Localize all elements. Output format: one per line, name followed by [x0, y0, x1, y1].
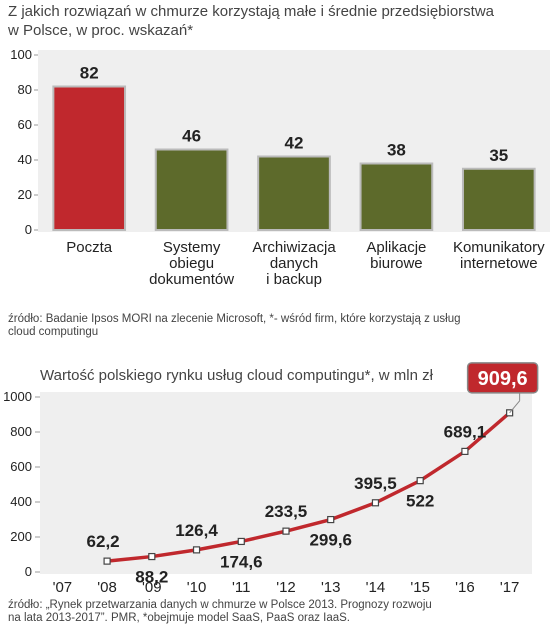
value-label: 233,5: [265, 502, 308, 521]
marker: [461, 447, 469, 456]
bar: [461, 167, 536, 231]
y-tick-label: 400: [10, 494, 32, 509]
value-label: 689,1: [444, 422, 487, 441]
x-tick-label: Archiwizacja danych i backup: [252, 239, 336, 288]
source: źródło: Badanie Ipsos MORI na zlecenie M…: [8, 313, 461, 338]
y-tick-label: 80: [18, 82, 32, 97]
marker: [103, 557, 111, 565]
source: źródło: „Rynek przetwarzania danych w ch…: [8, 599, 432, 624]
value-label: 46: [182, 127, 201, 146]
line: [106, 411, 511, 563]
x-tick-label: Komunikatory internetowe: [453, 239, 545, 272]
chart-title: Wartość polskiego rynku usług cloud comp…: [40, 367, 434, 384]
x-tick-label: '15: [410, 579, 430, 596]
x-tick-label: '07: [53, 579, 73, 596]
marker: [371, 499, 380, 507]
value-label: 62,2: [87, 532, 120, 551]
x-tick-label: '12: [276, 579, 296, 596]
value-label: 82: [80, 64, 99, 83]
x-tick-label: Aplikacje biurowe: [366, 239, 426, 272]
x-tick-label: '10: [187, 579, 207, 596]
value-label: 88,2: [135, 568, 168, 587]
value-label: 42: [285, 134, 304, 153]
x-tick-label: '11: [232, 579, 250, 596]
marker: [327, 515, 335, 524]
y-tick-label: 0: [25, 222, 32, 237]
bar: [257, 155, 331, 231]
y-tick-label: 60: [18, 117, 32, 132]
x-tick-label: Poczta: [66, 239, 113, 256]
y-tick-label: 600: [10, 459, 32, 474]
x-tick-label: '14: [366, 579, 386, 596]
value-label: 126,4: [175, 521, 218, 540]
bar: [52, 85, 127, 231]
chart-title: Z jakich rozwiązań w chmurze korzystają …: [7, 3, 495, 39]
x-tick-label: '17: [500, 579, 520, 596]
y-tick-label: 0: [25, 564, 32, 579]
marker: [416, 477, 424, 485]
y-tick-label: 800: [10, 424, 32, 439]
callout: [509, 400, 521, 414]
value-label: 395,5: [354, 474, 397, 493]
y-tick-label: 40: [18, 152, 32, 167]
y-tick-label: 1000: [3, 389, 32, 404]
y-tick-label: 20: [18, 187, 32, 202]
x-tick-label: '09: [142, 579, 162, 596]
bar: [359, 162, 434, 231]
marker: [148, 552, 156, 561]
value-label: 522: [406, 492, 434, 511]
value-label: 174,6: [220, 552, 263, 571]
x-tick-label: '16: [455, 579, 475, 596]
value-label: 35: [489, 146, 508, 165]
value-label: 299,6: [309, 531, 352, 550]
y-tick-label: 100: [10, 47, 32, 62]
x-tick-label: Systemy obiegu dokumentów: [149, 239, 234, 288]
marker: [237, 537, 245, 546]
value-label: 909,6: [478, 368, 528, 390]
bar: [154, 148, 229, 231]
value-box: [466, 362, 539, 394]
y-tick-label: 200: [10, 529, 32, 544]
marker: [192, 546, 201, 554]
marker: [282, 527, 290, 535]
value-label: 38: [387, 141, 406, 160]
x-tick-label: '08: [97, 579, 117, 596]
plot-background: [40, 392, 532, 574]
x-tick-label: '13: [321, 579, 341, 596]
